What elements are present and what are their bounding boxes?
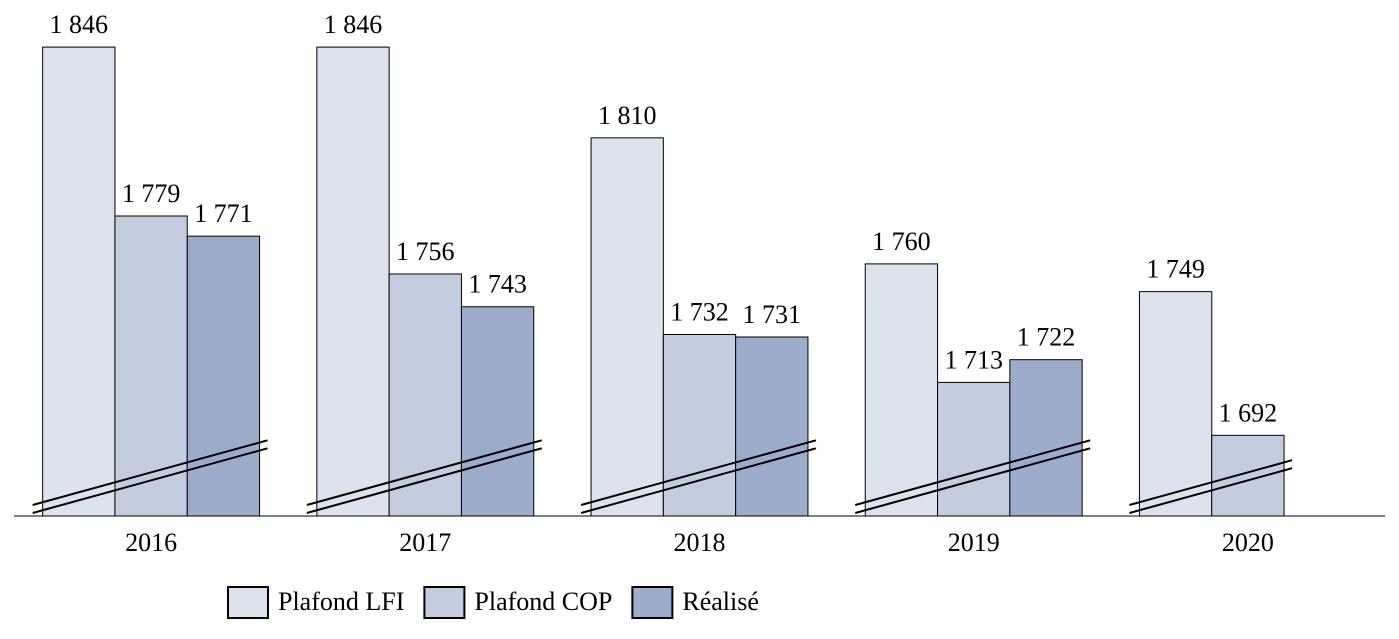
- axis-break: [854, 447, 1091, 514]
- axis-break: [854, 439, 1091, 506]
- value-label: 1 756: [396, 237, 455, 266]
- x-tick-label: 2020: [1222, 528, 1274, 557]
- legend-swatch: [423, 586, 466, 619]
- axis-break: [32, 447, 268, 514]
- bar: [114, 215, 188, 517]
- legend-label: Plafond COP: [474, 587, 612, 616]
- bar: [1138, 291, 1213, 517]
- bar: [662, 333, 737, 517]
- value-label: 1 760: [872, 227, 931, 256]
- value-label: 1 743: [468, 270, 527, 299]
- bar: [186, 235, 261, 517]
- axis-break: [32, 439, 268, 506]
- axis-break: [306, 447, 543, 514]
- value-label: 1 732: [670, 297, 729, 326]
- bar: [1009, 359, 1083, 517]
- axis-break: [306, 439, 543, 506]
- legend-swatch: [631, 586, 674, 619]
- x-tick-label: 2019: [948, 528, 1000, 557]
- value-label: 1 771: [194, 199, 253, 228]
- value-label: 1 692: [1219, 398, 1278, 427]
- value-label: 1 731: [743, 300, 802, 329]
- bar: [460, 306, 535, 517]
- axis-break: [1129, 459, 1293, 506]
- bar: [388, 273, 462, 517]
- x-tick-label: 2016: [125, 528, 177, 557]
- bar: [590, 137, 664, 517]
- bar: [735, 336, 809, 517]
- axis-break: [580, 447, 817, 514]
- legend-swatch: [227, 586, 269, 619]
- value-label: 1 749: [1146, 255, 1205, 284]
- legend-label: Réalisé: [682, 587, 759, 616]
- x-tick-label: 2018: [674, 528, 726, 557]
- axis-break: [1129, 467, 1293, 514]
- value-label: 1 810: [598, 101, 657, 130]
- axis-break: [580, 439, 817, 506]
- bar: [42, 46, 116, 517]
- bar: [864, 263, 939, 517]
- value-label: 1 713: [944, 345, 1003, 374]
- bar: [937, 381, 1011, 517]
- value-label: 1 779: [122, 179, 181, 208]
- value-label: 1 846: [50, 10, 109, 39]
- x-tick-label: 2017: [399, 528, 451, 557]
- value-label: 1 722: [1017, 323, 1076, 352]
- bar: [1211, 434, 1285, 517]
- bar: [316, 46, 390, 517]
- value-label: 1 846: [324, 10, 383, 39]
- legend-label: Plafond LFI: [278, 587, 404, 616]
